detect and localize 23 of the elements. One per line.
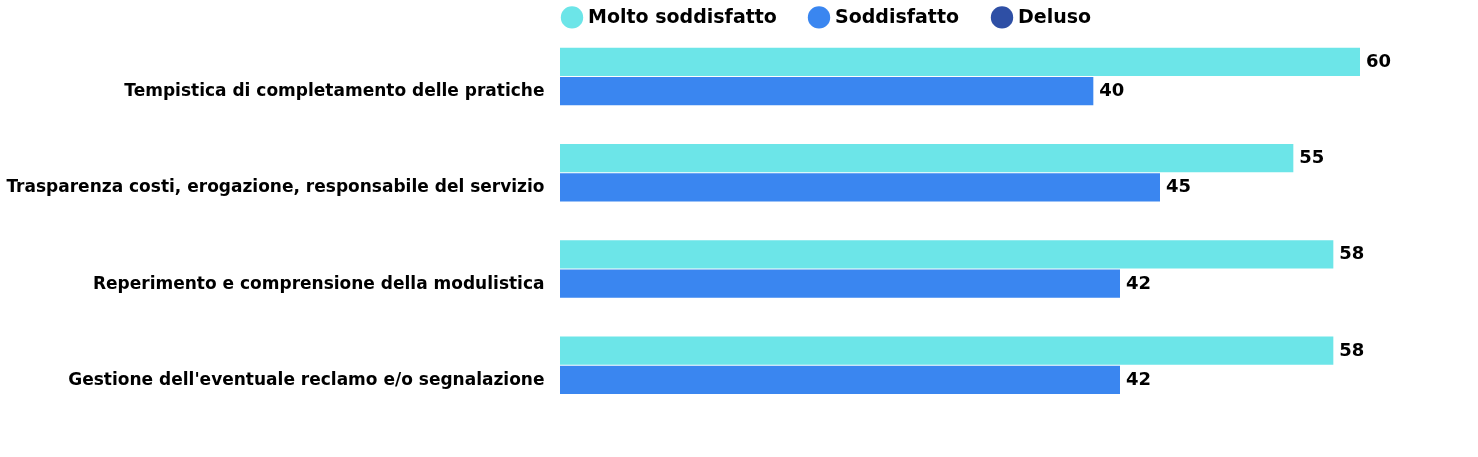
y-tick-label: Trasparenza costi, erogazione, responsabile del servizio bbox=[6, 176, 545, 197]
y-tick-label: Reperimento e comprensione della modulistica bbox=[92, 272, 545, 293]
data-label: 45 bbox=[1166, 175, 1192, 197]
data-label: 42 bbox=[1126, 367, 1152, 389]
y-tick-label: Tempistica di completamento delle pratiche bbox=[124, 80, 545, 101]
bar bbox=[560, 269, 1120, 298]
data-label: 55 bbox=[1299, 146, 1325, 168]
data-label: 60 bbox=[1366, 49, 1392, 71]
bar bbox=[560, 240, 1334, 269]
data-label: 58 bbox=[1339, 242, 1365, 264]
data-label: 42 bbox=[1126, 271, 1152, 293]
data-label: 58 bbox=[1339, 338, 1365, 360]
bar bbox=[560, 336, 1334, 365]
legend-label: Molto soddisfatto bbox=[588, 5, 777, 28]
bar bbox=[560, 144, 1294, 173]
bar bbox=[560, 173, 1160, 202]
legend-label: Soddisfatto bbox=[835, 5, 960, 28]
bar bbox=[560, 76, 1094, 106]
bar bbox=[560, 47, 1360, 77]
bar bbox=[560, 365, 1120, 395]
legend-label: Deluso bbox=[1018, 5, 1092, 28]
y-tick-label: Gestione dell'eventuale reclamo e/o segnalazione bbox=[68, 368, 545, 389]
data-label: 40 bbox=[1099, 79, 1125, 101]
